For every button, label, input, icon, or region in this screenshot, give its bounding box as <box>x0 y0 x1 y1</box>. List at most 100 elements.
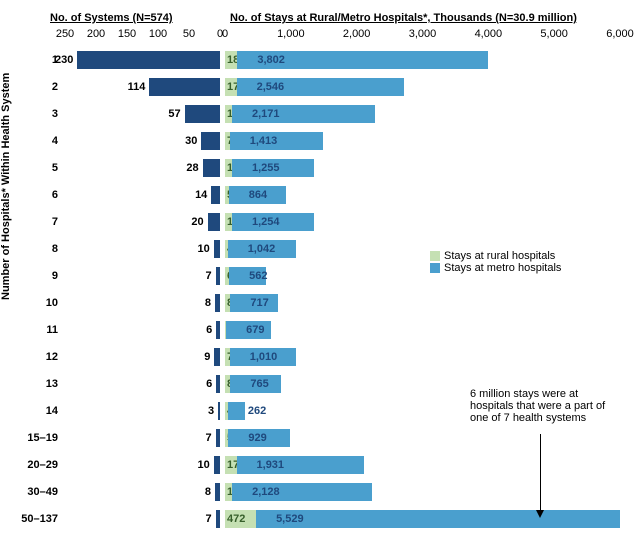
systems-value: 57 <box>155 108 181 120</box>
legend-swatch <box>430 263 440 273</box>
systems-value: 7 <box>186 432 212 444</box>
row-label: 3 <box>10 108 60 120</box>
systems-bar <box>214 348 220 366</box>
metro-value: 929 <box>248 432 266 444</box>
row-label: 4 <box>10 135 60 147</box>
systems-bar <box>203 159 220 177</box>
systems-value: 230 <box>47 54 73 66</box>
systems-value: 8 <box>185 486 211 498</box>
systems-bar <box>214 456 220 474</box>
metro-value: 5,529 <box>276 513 304 525</box>
systems-value: 114 <box>119 81 145 93</box>
metro-value: 262 <box>248 405 266 417</box>
legend-item: Stays at rural hospitals <box>430 250 561 262</box>
systems-value: 7 <box>186 513 212 525</box>
row-label: 7 <box>10 216 60 228</box>
systems-bar <box>216 267 220 285</box>
hospital-systems-chart: No. of Systems (N=574) No. of Stays at R… <box>10 10 624 539</box>
row-label: 9 <box>10 270 60 282</box>
systems-value: 20 <box>178 216 204 228</box>
annotation-arrow-line <box>540 434 541 511</box>
right-x-tick: 1,000 <box>277 28 305 40</box>
systems-value: 3 <box>188 405 214 417</box>
systems-value: 14 <box>181 189 207 201</box>
table-row: 21141762,546 <box>10 75 624 102</box>
systems-value: 6 <box>186 324 212 336</box>
table-row: 30–4981082,128 <box>10 480 624 507</box>
systems-bar <box>216 321 220 339</box>
systems-bar <box>201 132 220 150</box>
left-header: No. of Systems (N=574) <box>50 12 173 24</box>
table-row: 129721,010 <box>10 345 624 372</box>
legend-label: Stays at rural hospitals <box>444 250 555 262</box>
plot-area: 12301883,80221141762,5463571012,17143072… <box>10 48 624 539</box>
row-label: 30–49 <box>10 486 60 498</box>
metro-value: 864 <box>249 189 267 201</box>
systems-value: 10 <box>184 459 210 471</box>
metro-value: 2,171 <box>252 108 280 120</box>
right-x-tick: 5,000 <box>540 28 568 40</box>
row-label: 20–29 <box>10 459 60 471</box>
right-x-tick: 6,000 <box>606 28 634 40</box>
metro-value: 717 <box>250 297 268 309</box>
table-row: 20–29101751,931 <box>10 453 624 480</box>
metro-value: 679 <box>246 324 264 336</box>
row-label: 50–137 <box>10 513 60 525</box>
metro-value: 2,546 <box>257 81 285 93</box>
systems-value: 9 <box>184 351 210 363</box>
row-label: 5 <box>10 162 60 174</box>
metro-value: 3,802 <box>257 54 285 66</box>
metro-value: 1,255 <box>252 162 280 174</box>
annotation-text: 6 million stays were at hospitals that w… <box>470 388 620 424</box>
table-row: 12301883,802 <box>10 48 624 75</box>
metro-value: 1,413 <box>250 135 278 147</box>
table-row: 5281031,255 <box>10 156 624 183</box>
table-row: 430721,413 <box>10 129 624 156</box>
systems-bar <box>216 375 220 393</box>
right-x-tick: 4,000 <box>475 28 503 40</box>
systems-bar <box>211 186 220 204</box>
left-x-tick: 50 <box>183 28 195 40</box>
row-label: 13 <box>10 378 60 390</box>
systems-bar <box>218 402 220 420</box>
left-x-tick: 100 <box>149 28 167 40</box>
systems-bar <box>185 105 220 123</box>
table-row: 7201041,254 <box>10 210 624 237</box>
row-label: 11 <box>10 324 60 336</box>
row-label: 15–19 <box>10 432 60 444</box>
metro-bar <box>256 510 620 528</box>
metro-value: 1,042 <box>248 243 276 255</box>
row-label: 12 <box>10 351 60 363</box>
table-row: 50–13774725,529 <box>10 507 624 534</box>
table-row: 10882717 <box>10 291 624 318</box>
metro-value: 1,254 <box>252 216 280 228</box>
row-label: 8 <box>10 243 60 255</box>
systems-bar <box>216 510 220 528</box>
systems-bar <box>214 240 220 258</box>
legend-swatch <box>430 251 440 261</box>
annotation-arrow-head <box>536 510 544 518</box>
systems-value: 28 <box>173 162 199 174</box>
metro-value: 1,010 <box>250 351 278 363</box>
legend-label: Stays at metro hospitals <box>444 262 561 274</box>
right-x-tick: 2,000 <box>343 28 371 40</box>
systems-value: 7 <box>186 270 212 282</box>
row-label: 10 <box>10 297 60 309</box>
table-row: 15–19751929 <box>10 426 624 453</box>
left-x-tick: 150 <box>118 28 136 40</box>
systems-bar <box>208 213 220 231</box>
right-header: No. of Stays at Rural/Metro Hospitals*, … <box>230 12 577 24</box>
systems-value: 30 <box>171 135 197 147</box>
systems-bar <box>77 51 220 69</box>
systems-bar <box>215 294 220 312</box>
metro-value: 765 <box>250 378 268 390</box>
row-label: 14 <box>10 405 60 417</box>
systems-bar <box>215 483 220 501</box>
row-label: 2 <box>10 81 60 93</box>
table-row: 3571012,171 <box>10 102 624 129</box>
systems-value: 6 <box>186 378 212 390</box>
table-row: 11617679 <box>10 318 624 345</box>
table-row: 61457864 <box>10 183 624 210</box>
metro-value: 2,128 <box>252 486 280 498</box>
systems-value: 10 <box>184 243 210 255</box>
